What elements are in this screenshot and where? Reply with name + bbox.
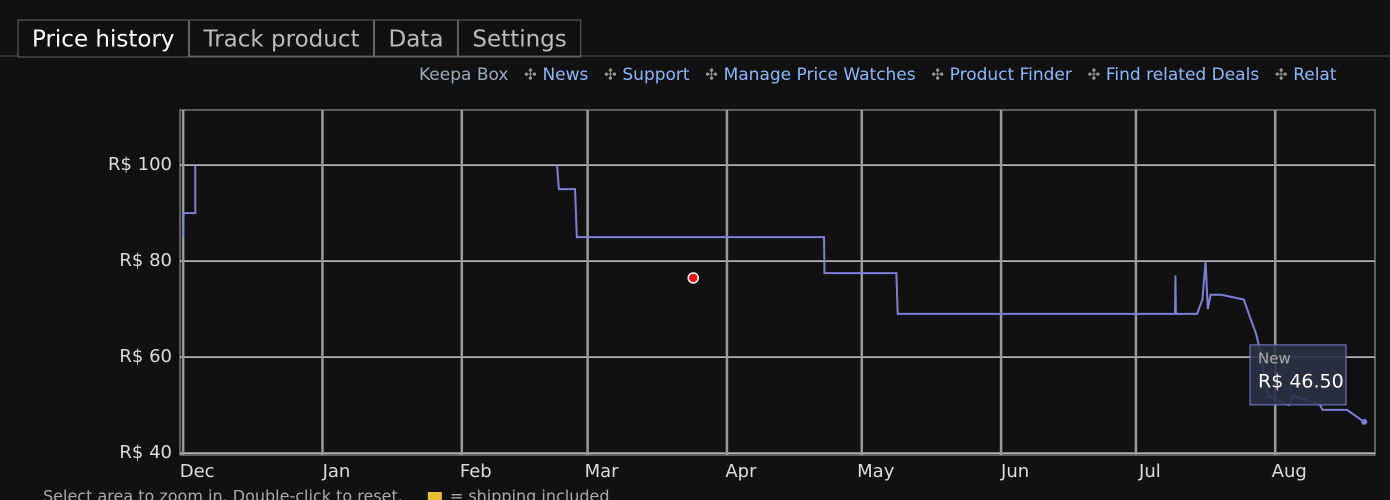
separator: ✣ — [524, 66, 537, 84]
x-tick-label: Feb — [460, 461, 492, 482]
tooltip-series: New — [1258, 349, 1291, 367]
x-tick-label: Mar — [585, 461, 620, 482]
tab[interactable] — [189, 19, 374, 58]
separator: ✣ — [931, 66, 944, 84]
tab-label[interactable]: Settings — [472, 27, 566, 53]
link[interactable]: Find related Deals — [1106, 65, 1259, 85]
x-tick-label: Jan — [322, 461, 351, 482]
tab-label[interactable]: Price history — [32, 27, 175, 53]
tab[interactable] — [457, 19, 582, 58]
y-tick-label: R$ 100 — [108, 154, 172, 175]
tab-label[interactable]: Data — [389, 27, 444, 53]
y-tick-label: R$ 40 — [119, 442, 172, 463]
x-tick-label: Jun — [1000, 461, 1029, 482]
x-tick-label: May — [857, 461, 895, 482]
tab-label[interactable]: Track product — [203, 27, 360, 53]
y-tick-label: R$ 80 — [119, 250, 172, 271]
tab[interactable] — [17, 19, 190, 58]
plot-area — [179, 109, 1376, 456]
x-tick-label: Aug — [1272, 461, 1307, 482]
x-tick-label: Dec — [180, 461, 215, 482]
separator: ✣ — [604, 66, 617, 84]
x-tick-label: Apr — [725, 461, 757, 482]
link[interactable]: Manage Price Watches — [724, 65, 916, 85]
x-tick-label: Jul — [1138, 461, 1161, 482]
link[interactable]: Support — [622, 65, 690, 85]
y-tick-label: R$ 60 — [119, 346, 172, 367]
event-marker — [687, 272, 699, 284]
separator: ✣ — [1088, 66, 1101, 84]
link[interactable]: News — [542, 65, 588, 85]
separator: ✣ — [1275, 66, 1288, 84]
separator: ✣ — [705, 66, 718, 84]
tooltip — [1249, 344, 1347, 406]
price-line — [182, 165, 197, 238]
shipping-icon — [427, 492, 442, 500]
link: Keepa Box — [419, 65, 508, 85]
hover-point — [1361, 418, 1368, 425]
link[interactable]: Relat — [1293, 65, 1337, 85]
tab[interactable] — [374, 19, 458, 58]
tooltip-value: R$ 46.50 — [1258, 370, 1344, 392]
footer-legend: = shipping included — [450, 487, 610, 500]
link[interactable]: Product Finder — [950, 65, 1072, 85]
footer-hint: Select area to zoom in. Double-click to … — [43, 487, 403, 500]
